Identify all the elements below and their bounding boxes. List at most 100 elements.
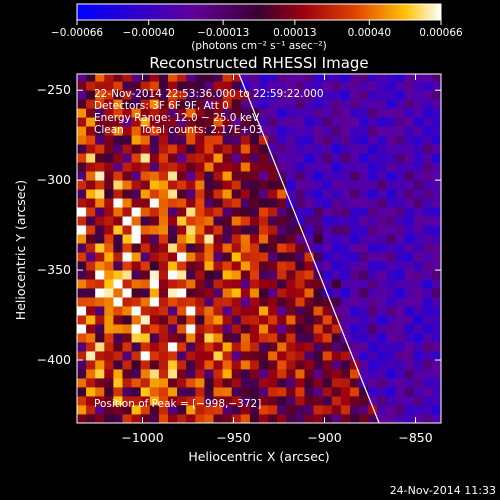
heatmap-cell xyxy=(213,180,223,190)
heatmap-cell xyxy=(104,162,114,172)
heatmap-cell xyxy=(222,207,233,217)
heatmap-cell xyxy=(313,306,324,316)
heatmap-cell xyxy=(240,162,251,172)
heatmap-cell xyxy=(222,216,233,226)
heatmap-cell xyxy=(295,234,305,244)
heatmap-cell xyxy=(86,405,96,415)
heatmap-cell xyxy=(395,171,405,181)
heatmap-cell xyxy=(122,297,132,307)
heatmap-cell xyxy=(422,234,433,244)
heatmap-cell xyxy=(86,369,96,379)
heatmap-cell xyxy=(195,180,205,190)
heatmap-cell xyxy=(231,306,242,316)
heatmap-cell xyxy=(240,108,251,118)
heatmap-cell xyxy=(122,279,132,289)
heatmap-cell xyxy=(377,117,387,127)
heatmap-cell xyxy=(131,351,142,361)
heatmap-cell xyxy=(350,108,360,118)
heatmap-cell xyxy=(368,252,378,262)
heatmap-cell xyxy=(95,369,105,379)
heatmap-cell xyxy=(177,396,187,406)
heatmap-cell xyxy=(95,342,105,352)
heatmap-cell xyxy=(113,387,123,397)
heatmap-cell xyxy=(413,324,424,334)
heatmap-cell xyxy=(213,270,223,280)
heatmap-cell xyxy=(177,81,187,91)
heatmap-cell xyxy=(177,198,187,208)
heatmap-cell xyxy=(204,74,214,82)
heatmap-cell xyxy=(340,360,351,370)
heatmap-cell xyxy=(304,171,314,181)
heatmap-cell xyxy=(104,288,114,298)
x-axis-ticks: −1000 −950 −900 −850 xyxy=(121,74,433,445)
heatmap-cell xyxy=(240,135,251,145)
heatmap-cell xyxy=(277,387,287,397)
heatmap-cell xyxy=(377,189,387,199)
heatmap-cell xyxy=(177,153,187,163)
heatmap-cell xyxy=(368,279,378,289)
heatmap-cell xyxy=(195,297,205,307)
heatmap-cell xyxy=(313,270,324,280)
heatmap-cell xyxy=(340,99,351,109)
heatmap-cell xyxy=(231,108,242,118)
heatmap-cell xyxy=(368,414,378,423)
heatmap-cell xyxy=(313,333,324,343)
heatmap-cell xyxy=(158,297,169,307)
heatmap-cell xyxy=(140,351,151,361)
heatmap-cell xyxy=(195,351,205,361)
heatmap-cell xyxy=(322,261,333,271)
heatmap-cell xyxy=(322,279,333,289)
heatmap-cell xyxy=(195,414,205,423)
heatmap-cell xyxy=(359,144,369,154)
heatmap-cell xyxy=(131,153,142,163)
heatmap-cell xyxy=(104,297,114,307)
heatmap-cell xyxy=(268,297,278,307)
heatmap-cell xyxy=(431,279,441,289)
heatmap-cell xyxy=(177,405,187,415)
heatmap-cell xyxy=(240,270,251,280)
heatmap-cell xyxy=(186,144,196,154)
heatmap-cell xyxy=(131,171,142,181)
heatmap-cell xyxy=(231,261,242,271)
heatmap-cell xyxy=(350,360,360,370)
heatmap-cell xyxy=(95,396,105,406)
heatmap-cell xyxy=(168,315,178,325)
heatmap-cell xyxy=(350,81,360,91)
heatmap-cell xyxy=(377,324,387,334)
heatmap-cell xyxy=(231,81,242,91)
heatmap-cell xyxy=(222,324,233,334)
heatmap-cell xyxy=(259,315,269,325)
heatmap-cell xyxy=(259,117,269,127)
heatmap-cell xyxy=(186,198,196,208)
heatmap-cell xyxy=(404,108,415,118)
heatmap-cell xyxy=(231,225,242,235)
heatmap-cell xyxy=(322,153,333,163)
heatmap-cell xyxy=(213,378,223,388)
heatmap-cell xyxy=(213,162,223,172)
heatmap-cell xyxy=(204,99,214,109)
heatmap-cell xyxy=(359,117,369,127)
heatmap-cell xyxy=(322,162,333,172)
heatmap-cell xyxy=(204,369,214,379)
heatmap-cell xyxy=(431,171,441,181)
heatmap-cell xyxy=(368,360,378,370)
heatmap-cell xyxy=(240,387,251,397)
heatmap-cell xyxy=(113,171,123,181)
heatmap-cell xyxy=(304,324,314,334)
heatmap-cell xyxy=(413,171,424,181)
heatmap-cell xyxy=(131,135,142,145)
heatmap-cell xyxy=(340,252,351,262)
heatmap-cell xyxy=(122,153,132,163)
heatmap-cell xyxy=(204,216,214,226)
heatmap-cell xyxy=(104,225,114,235)
heatmap-cell xyxy=(368,369,378,379)
heatmap-cell xyxy=(249,279,260,289)
heatmap-cell xyxy=(158,99,169,109)
heatmap-cell xyxy=(304,306,314,316)
heatmap-cell xyxy=(158,243,169,253)
heatmap-cell xyxy=(295,207,305,217)
heatmap-cell xyxy=(204,126,214,136)
heatmap-cell xyxy=(322,144,333,154)
heatmap-cell xyxy=(231,216,242,226)
heatmap-cell xyxy=(168,324,178,334)
